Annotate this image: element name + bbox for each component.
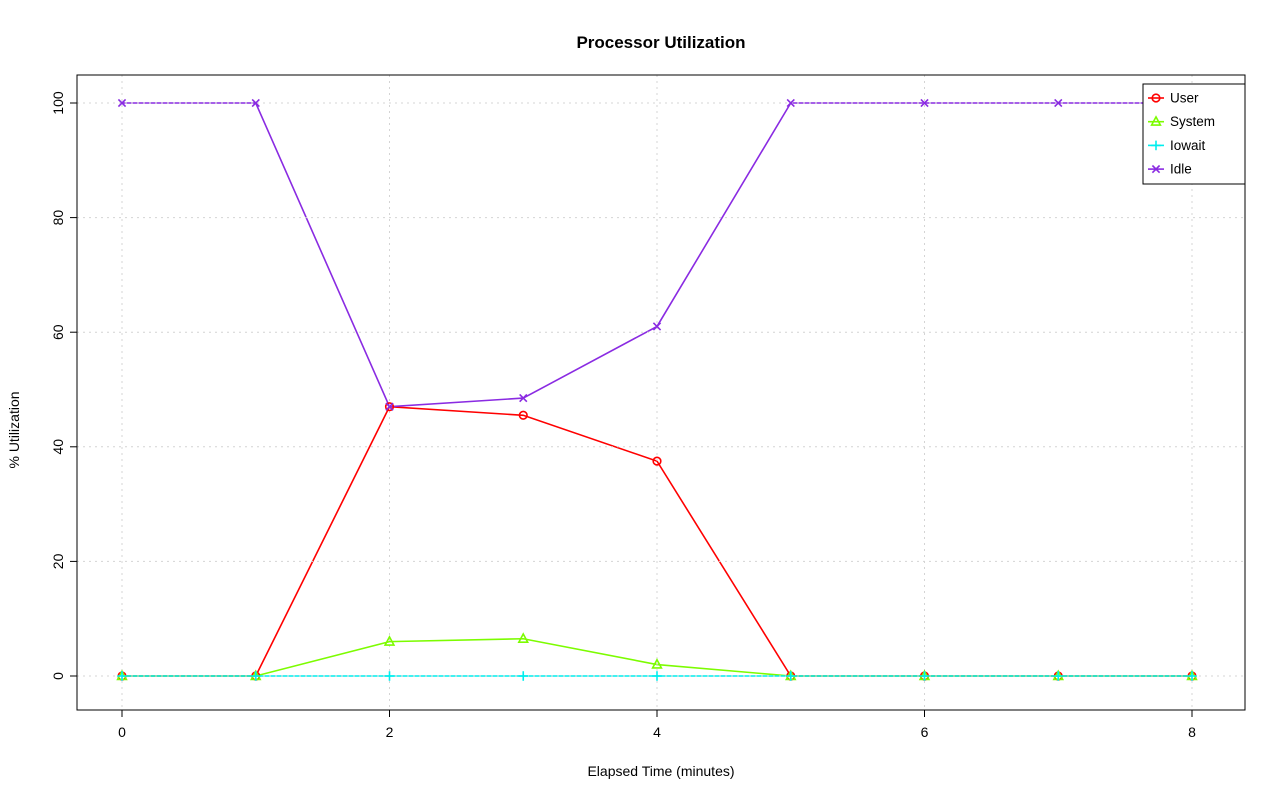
x-tick-label: 4	[653, 724, 661, 740]
x-axis-label: Elapsed Time (minutes)	[587, 763, 735, 779]
marker-plus-icon	[384, 671, 395, 681]
y-tick-label: 0	[50, 672, 66, 680]
marker-x-icon	[786, 98, 795, 108]
x-tick-label: 6	[921, 724, 929, 740]
marker-x-icon	[920, 98, 929, 108]
marker-x-icon	[1054, 98, 1063, 108]
marker-plus-icon	[518, 671, 529, 681]
marker-plus-icon	[117, 671, 127, 681]
legend-label: Iowait	[1170, 138, 1206, 153]
marker-triangle-icon	[651, 658, 663, 669]
y-tick-label: 40	[50, 439, 66, 455]
y-axis-label: % Utilization	[6, 391, 22, 469]
marker-x-icon	[251, 98, 260, 108]
legend-label: System	[1170, 114, 1215, 129]
marker-plus-icon	[785, 671, 796, 681]
legend-label: Idle	[1170, 162, 1192, 177]
marker-plus-icon	[1187, 671, 1197, 681]
chart-title: Processor Utilization	[576, 33, 746, 52]
marker-plus-icon	[1053, 671, 1064, 681]
x-tick-label: 8	[1188, 724, 1196, 740]
x-tick-label: 2	[386, 724, 394, 740]
marker-circle-icon	[384, 402, 395, 412]
y-tick-label: 60	[50, 324, 66, 340]
legend-box	[1142, 83, 1246, 185]
marker-x-icon	[1151, 164, 1161, 174]
marker-triangle-icon	[1150, 115, 1162, 126]
marker-circle-icon	[652, 456, 662, 466]
marker-x-icon	[117, 98, 127, 108]
y-tick-label: 100	[50, 91, 66, 115]
x-tick-label: 0	[118, 724, 126, 740]
marker-plus-icon	[1151, 140, 1161, 151]
marker-triangle-icon	[383, 635, 396, 646]
legend-label: User	[1170, 91, 1199, 106]
marker-circle-icon	[1151, 93, 1161, 103]
marker-plus-icon	[919, 671, 930, 681]
marker-x-icon	[385, 402, 394, 411]
y-tick-label: 20	[50, 553, 66, 569]
marker-x-icon	[519, 393, 528, 403]
marker-triangle-icon	[517, 632, 529, 643]
marker-circle-icon	[518, 410, 528, 420]
marker-plus-icon	[652, 671, 662, 681]
marker-x-icon	[652, 322, 662, 331]
marker-plus-icon	[250, 671, 261, 681]
plot-border	[76, 74, 1246, 711]
y-tick-label: 80	[50, 210, 66, 226]
